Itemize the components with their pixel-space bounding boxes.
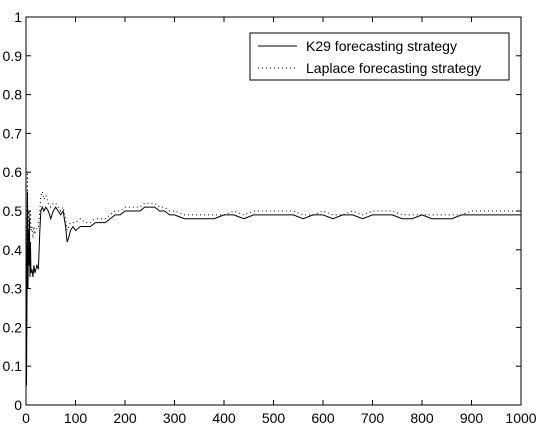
y-tick-label: 0.3 <box>3 281 23 297</box>
x-tick-label: 900 <box>460 410 484 426</box>
x-tick-label: 400 <box>212 410 236 426</box>
x-tick-label: 600 <box>311 410 335 426</box>
y-tick-label: 0.9 <box>3 48 23 64</box>
y-tick-label: 0.1 <box>3 358 23 374</box>
legend-label-k29: K29 forecasting strategy <box>306 38 457 54</box>
y-tick-label: 0.6 <box>3 164 23 180</box>
series-line-laplace <box>25 172 521 277</box>
y-tick-label: 1 <box>14 9 22 25</box>
series-layer <box>25 172 521 386</box>
legend: K29 forecasting strategy Laplace forecas… <box>249 32 510 81</box>
x-axis-ticks: 0 100 200 300 400 500 600 700 800 900 1000 <box>22 17 537 426</box>
x-tick-label: 800 <box>410 410 434 426</box>
y-axis-ticks: 0 0.1 0.2 0.3 0.4 0.5 0.6 0.7 0.8 0.9 1 <box>3 9 521 413</box>
y-tick-label: 0.8 <box>3 87 23 103</box>
x-tick-label: 200 <box>113 410 137 426</box>
x-tick-label: 500 <box>262 410 286 426</box>
x-tick-label: 1000 <box>505 410 536 426</box>
y-tick-label: 0.7 <box>3 125 23 141</box>
series-line-k29 <box>25 191 521 386</box>
legend-label-laplace: Laplace forecasting strategy <box>306 60 481 76</box>
y-tick-label: 0.2 <box>3 319 23 335</box>
x-tick-label: 300 <box>163 410 187 426</box>
plot-area <box>25 16 522 406</box>
x-tick-label: 0 <box>22 410 30 426</box>
y-tick-label: 0.5 <box>3 203 23 219</box>
x-tick-label: 100 <box>64 410 88 426</box>
y-tick-label: 0.4 <box>3 242 23 258</box>
x-tick-label: 700 <box>361 410 385 426</box>
y-tick-label: 0 <box>14 397 22 413</box>
legend-box <box>249 32 510 81</box>
